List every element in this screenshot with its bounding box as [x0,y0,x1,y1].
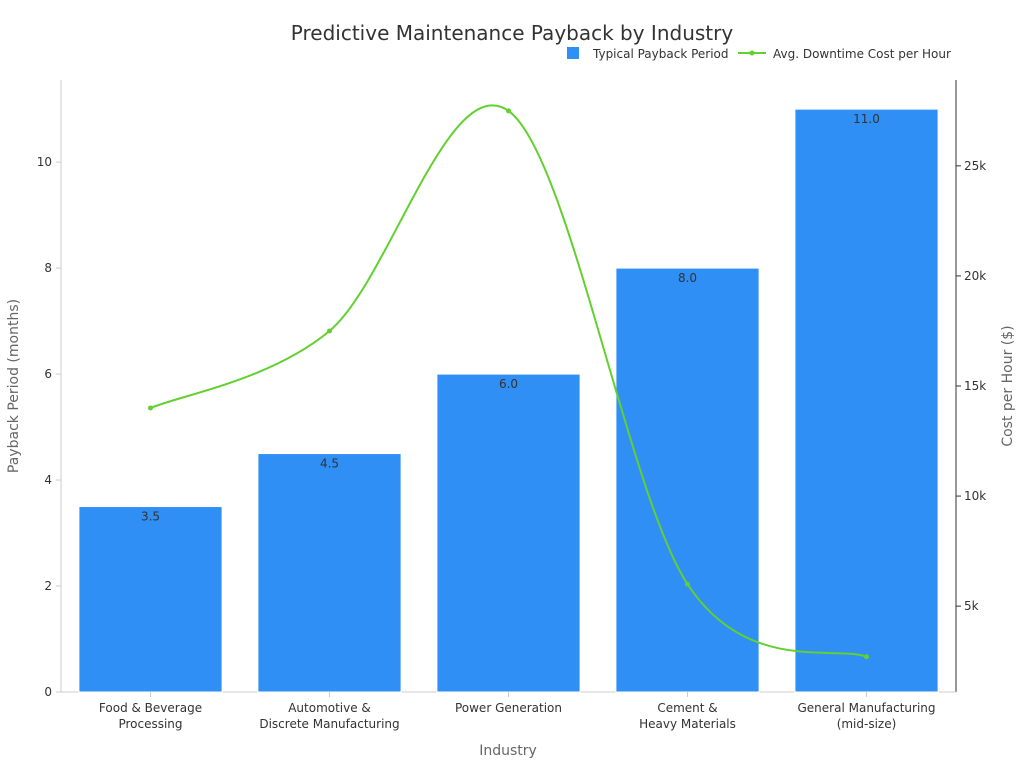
bar-value-label-4: 11.0 [853,112,880,126]
downtime-line-series [148,104,869,660]
downtime-point-0 [148,405,153,411]
bar-1 [257,453,402,693]
y2-axis-title: Cost per Hour ($) [1000,325,1016,446]
x-tick-label-2: Power Generation [455,701,562,715]
y-tick-label-2: 4 [44,473,52,487]
ticks: 0 2 4 6 8 10 5k 10k 15k 20k 25k Food & Beverage Proc… [37,155,987,731]
legend-label-downtime: Avg. Downtime Cost per Hour [773,47,951,61]
y2-tick-label-3: 20k [964,269,986,283]
x-tick-label-4: General Manufacturing (mid-size) [798,701,936,731]
downtime-point-2 [506,108,511,114]
x-tick-label-3: Cement & Heavy Materials [639,701,736,731]
y2-tick-label-1: 10k [964,489,986,503]
downtime-cost-line [150,104,867,658]
downtime-point-4 [864,654,869,660]
bar-4 [794,108,939,693]
x-axis-title: Industry [479,743,537,759]
bar-value-label-1: 4.5 [320,457,339,471]
x-tick-label-1: Automotive & Discrete Manufacturing [259,701,399,731]
y-tick-label-5: 10 [37,155,52,169]
y2-tick-label-4: 25k [964,159,986,173]
downtime-point-1 [327,328,332,334]
bar-value-label-0: 3.5 [141,510,160,524]
bars: 3.5 4.5 6.0 8.0 11.0 [78,108,939,693]
y2-tick-label-0: 5k [964,599,979,613]
legend-label-payback: Typical Payback Period [592,47,729,61]
chart-title: Predictive Maintenance Payback by Indust… [291,21,734,45]
y-tick-label-1: 2 [44,579,52,593]
y2-tick-label-2: 15k [964,379,986,393]
bar-2 [436,373,581,693]
y-tick-label-3: 6 [44,367,52,381]
legend-swatch-payback [567,47,579,59]
bar-value-label-3: 8.0 [678,271,697,285]
x-tick-label-0: Food & Beverage Processing [99,701,202,731]
bar-0 [78,506,223,693]
y-axis-title: Payback Period (months) [6,299,22,473]
legend-swatch-downtime-marker [749,50,755,56]
bar-3 [615,267,760,693]
y-tick-label-0: 0 [44,685,52,699]
y-tick-label-4: 8 [44,261,52,275]
legend: Typical Payback Period Avg. Downtime Cos… [567,47,951,61]
bar-value-label-2: 6.0 [499,377,518,391]
downtime-point-3 [685,581,690,587]
